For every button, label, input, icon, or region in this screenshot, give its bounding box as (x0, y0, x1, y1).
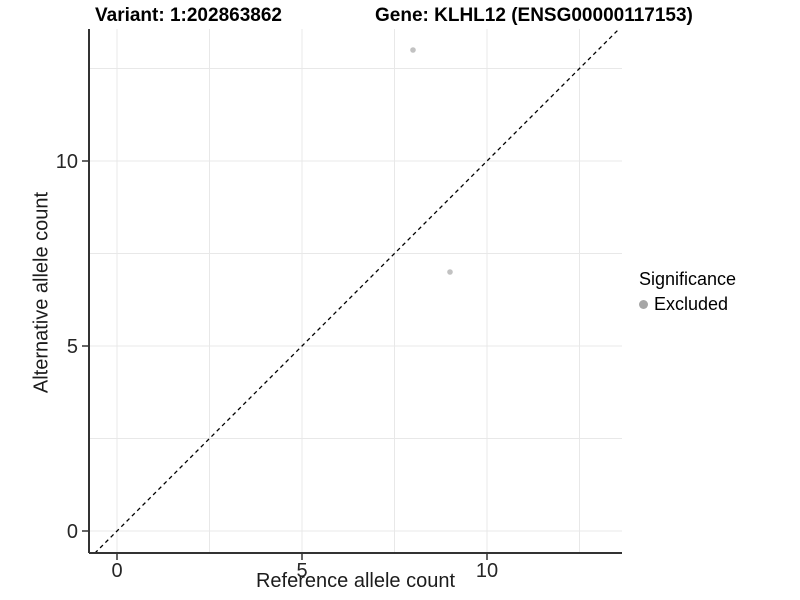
gene-title: Gene: KLHL12 (ENSG00000117153) (375, 5, 693, 26)
y-tick-label-0: 0 (67, 521, 78, 543)
x-axis-label: Reference allele count (255, 570, 455, 592)
x-tick-label-5: 5 (296, 560, 307, 582)
y-axis-label: Alternative allele count (30, 191, 53, 394)
data-point-9-7 (447, 269, 453, 275)
variant-title: Variant: 1:202863862 (95, 5, 282, 26)
y-tick-label-10: 10 (56, 151, 78, 173)
legend: Significance Excluded (639, 269, 736, 315)
y-tick-label-5: 5 (67, 336, 78, 358)
excluded-marker-icon (639, 300, 648, 309)
data-point-8-13 (410, 47, 416, 53)
x-tick-label-10: 10 (476, 560, 498, 582)
legend-title: Significance (639, 269, 737, 289)
legend-item-excluded: Excluded (639, 294, 736, 315)
x-tick-label-0: 0 (111, 560, 122, 582)
identity-dashed-line (94, 28, 620, 554)
legend-item-label: Excluded (654, 294, 729, 314)
